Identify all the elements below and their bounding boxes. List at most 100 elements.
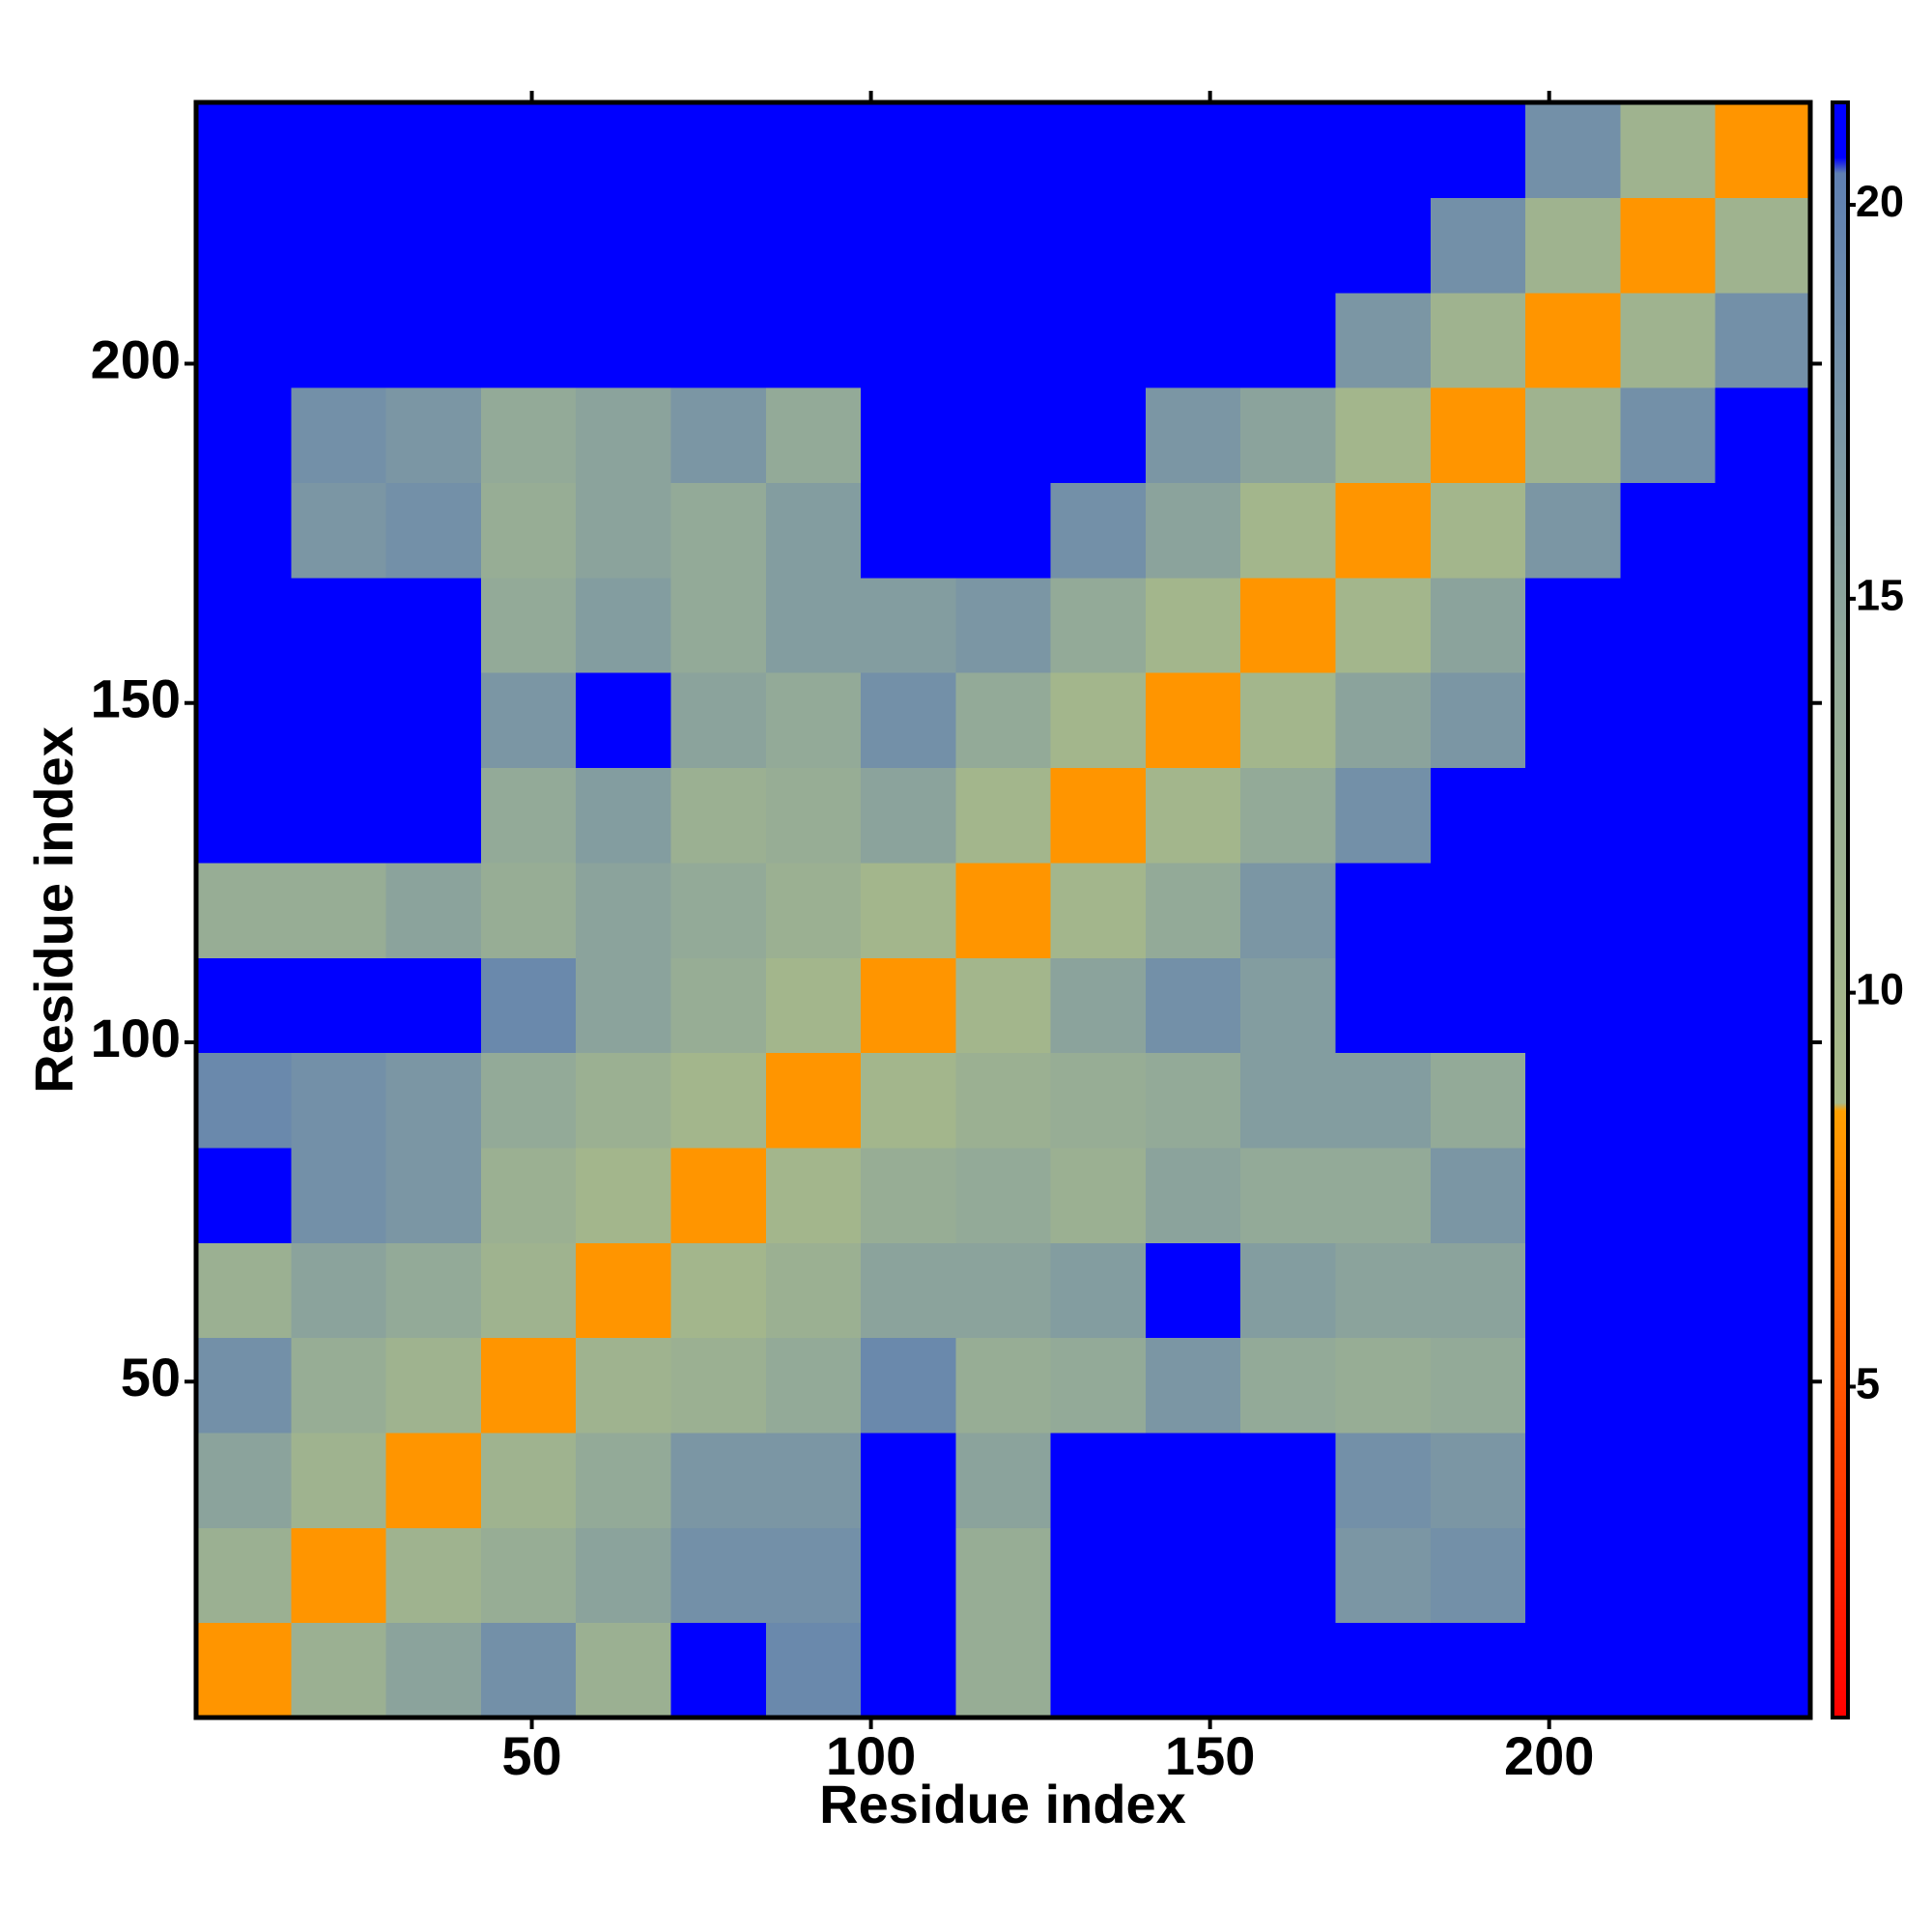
heatmap-cell xyxy=(765,1147,862,1243)
heatmap-cell xyxy=(1430,1147,1526,1243)
heatmap-cell xyxy=(576,957,672,1054)
heatmap-cell xyxy=(385,387,482,484)
heatmap-cell xyxy=(1240,1242,1337,1339)
heatmap-cell xyxy=(670,577,767,673)
heatmap-cell xyxy=(1145,197,1241,294)
heatmap-cell xyxy=(1335,102,1432,198)
heatmap-cell xyxy=(955,197,1052,294)
heatmap-cell xyxy=(196,102,292,198)
heatmap-cell xyxy=(1620,102,1717,198)
heatmap-cell xyxy=(1335,387,1432,484)
heatmap-cell xyxy=(480,862,577,958)
heatmap-cell xyxy=(1525,1432,1622,1528)
heatmap-cell xyxy=(385,1242,482,1339)
heatmap-cell xyxy=(1430,1622,1526,1719)
heatmap-cell xyxy=(576,1432,672,1528)
heatmap-cell xyxy=(765,1242,862,1339)
heatmap-cell xyxy=(576,1337,672,1434)
heatmap-cell xyxy=(196,1622,292,1719)
heatmap-cell xyxy=(1620,1147,1717,1243)
colorbar-tick-label: 20 xyxy=(1856,177,1904,226)
y-axis-title: Residue index xyxy=(23,726,84,1094)
heatmap-cell xyxy=(1715,1052,1811,1149)
heatmap-cell xyxy=(480,1052,577,1149)
heatmap-cell xyxy=(1240,482,1337,579)
heatmap-cell xyxy=(1525,1242,1622,1339)
heatmap-cell xyxy=(1715,767,1811,864)
heatmap-cell xyxy=(1620,957,1717,1054)
heatmap-cell xyxy=(1050,482,1147,579)
heatmap-cell xyxy=(1050,577,1147,673)
x-tick-label: 200 xyxy=(1504,1725,1594,1786)
heatmap-cell xyxy=(1620,1337,1717,1434)
heatmap-cell xyxy=(1430,1052,1526,1149)
heatmap-cell xyxy=(385,1622,482,1719)
heatmap-cell xyxy=(196,1432,292,1528)
heatmap-cell xyxy=(1145,1147,1241,1243)
heatmap-cell xyxy=(385,102,482,198)
heatmap-cell xyxy=(1620,1242,1717,1339)
heatmap-cell xyxy=(1525,577,1622,673)
heatmap-cell xyxy=(385,672,482,769)
heatmap-cell xyxy=(1620,482,1717,579)
heatmap-cell xyxy=(1525,1052,1622,1149)
heatmap-cell xyxy=(291,197,387,294)
heatmap-cell xyxy=(670,197,767,294)
heatmap-cell xyxy=(196,957,292,1054)
heatmap-cell xyxy=(955,1052,1052,1149)
heatmap-cell xyxy=(1240,862,1337,958)
heatmap-cell xyxy=(670,102,767,198)
heatmap-cell xyxy=(576,672,672,769)
y-tick-label: 200 xyxy=(91,328,181,389)
heatmap-cell xyxy=(955,387,1052,484)
heatmap-cell xyxy=(1430,672,1526,769)
heatmap-cell xyxy=(1240,1052,1337,1149)
heatmap-cell xyxy=(861,102,956,198)
heatmap-cell xyxy=(1525,1337,1622,1434)
heatmap-cell xyxy=(955,1527,1052,1624)
heatmap-cell xyxy=(1050,1622,1147,1719)
heatmap-cell xyxy=(1715,672,1811,769)
heatmap-cell xyxy=(385,957,482,1054)
heatmap-cell xyxy=(385,292,482,388)
heatmap-cell xyxy=(196,672,292,769)
heatmap-cell xyxy=(670,482,767,579)
y-tick-label: 150 xyxy=(91,668,181,729)
heatmap-cell xyxy=(1145,1052,1241,1149)
heatmap-cell xyxy=(196,1527,292,1624)
colorbar-tick-label: 15 xyxy=(1856,571,1904,620)
heatmap-cell xyxy=(1240,387,1337,484)
heatmap-cell xyxy=(291,957,387,1054)
heatmap-cell xyxy=(1430,862,1526,958)
heatmap-cell xyxy=(385,1147,482,1243)
heatmap-cell xyxy=(196,1242,292,1339)
heatmap-cell xyxy=(576,577,672,673)
heatmap-cell xyxy=(955,862,1052,958)
heatmap-cell xyxy=(670,1432,767,1528)
heatmap-cell xyxy=(1430,197,1526,294)
heatmap-cell xyxy=(291,1147,387,1243)
heatmap-cell xyxy=(861,1337,956,1434)
heatmap-cell xyxy=(670,387,767,484)
heatmap-cell xyxy=(385,482,482,579)
heatmap-cell xyxy=(576,1622,672,1719)
heatmap-cell xyxy=(1240,767,1337,864)
heatmap-cell xyxy=(1620,197,1717,294)
heatmap-cell xyxy=(1050,1147,1147,1243)
heatmap-cell xyxy=(1715,387,1811,484)
heatmap-cell xyxy=(480,1622,577,1719)
heatmap-cell xyxy=(1145,387,1241,484)
heatmap-cell xyxy=(955,292,1052,388)
heatmap-cell xyxy=(1715,1242,1811,1339)
heatmap-cell xyxy=(955,482,1052,579)
heatmap-cell xyxy=(1240,1432,1337,1528)
heatmap-cell xyxy=(1145,482,1241,579)
heatmap-cell xyxy=(1050,1337,1147,1434)
heatmap-cell xyxy=(1715,292,1811,388)
heatmap-cell xyxy=(1620,1052,1717,1149)
heatmap-cell xyxy=(955,957,1052,1054)
heatmap-cell xyxy=(670,957,767,1054)
heatmap-cell xyxy=(480,577,577,673)
heatmap-cell xyxy=(1620,292,1717,388)
